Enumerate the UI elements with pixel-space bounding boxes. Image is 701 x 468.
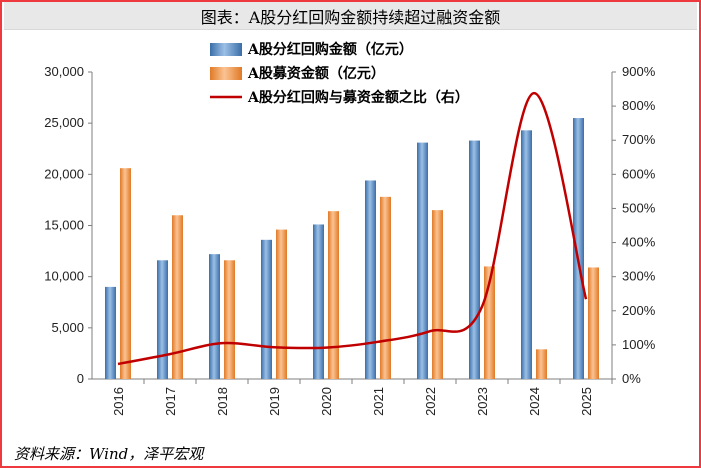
bar-financing [120,168,131,379]
bar-dividend-buyback [157,260,168,379]
left-tick-label: 30,000 [44,64,84,79]
bar-financing [484,266,495,379]
legend-label: A股募资金额（亿元） [247,65,385,82]
bar-dividend-buyback [417,142,428,379]
left-tick-label: 10,000 [44,269,84,284]
legend-label: A股分红回购金额（亿元） [247,41,413,58]
right-tick-label: 600% [622,166,656,181]
legend-swatch-financing [210,67,242,80]
right-tick-label: 0% [622,371,641,386]
right-tick-label: 900% [622,64,656,79]
left-tick-label: 25,000 [44,115,84,130]
bar-dividend-buyback [521,130,532,379]
x-tick-label: 2019 [267,387,282,416]
bar-financing [172,215,183,379]
right-tick-label: 100% [622,337,656,352]
ratio-line-group [117,91,588,366]
x-tick-label: 2025 [579,387,594,416]
bar-dividend-buyback [105,286,116,379]
chart-title: 图表：A股分红回购金额持续超过融资金额 [4,2,697,30]
legend-swatch-dividend [210,43,242,56]
ratio-line [117,91,588,366]
x-tick-label: 2023 [475,387,490,416]
bar-dividend-buyback [365,180,376,379]
x-tick-label: 2021 [371,387,386,416]
bar-financing [328,211,339,379]
right-tick-label: 200% [622,303,656,318]
x-tick-label: 2017 [163,387,178,416]
bar-dividend-buyback [261,239,272,379]
x-tick-label: 2022 [423,387,438,416]
right-tick-label: 700% [622,132,656,147]
right-tick-label: 500% [622,200,656,215]
left-tick-label: 20,000 [44,166,84,181]
bar-financing [224,260,235,379]
bar-financing [536,349,547,379]
bar-financing [276,229,287,379]
bar-dividend-buyback [209,254,220,379]
bars [105,118,599,380]
legend: A股分红回购金额（亿元） A股募资金额（亿元） A股分红回购与募资金额之比（右） [210,41,469,106]
left-tick-label: 5,000 [51,320,84,335]
source-note: 资料来源：Wind，泽平宏观 [14,445,204,463]
bar-dividend-buyback [469,140,480,379]
right-tick-label: 400% [622,235,656,250]
axes: 0 5,000 10,000 15,000 20,000 25,000 30,000 0% 10… [44,64,655,416]
x-tick-label: 2018 [215,387,230,416]
bar-financing [432,210,443,379]
bar-dividend-buyback [573,118,584,380]
x-tick-label: 2016 [111,387,126,416]
bar-financing [588,267,599,379]
x-tick-label: 2020 [319,387,334,416]
left-tick-label: 15,000 [44,218,84,233]
right-tick-label: 800% [622,98,656,113]
right-tick-label: 300% [622,269,656,284]
left-tick-label: 0 [77,371,84,386]
legend-label: A股分红回购与募资金额之比（右） [247,89,469,106]
x-tick-label: 2024 [527,387,542,416]
bar-financing [380,196,391,379]
bar-dividend-buyback [313,224,324,379]
